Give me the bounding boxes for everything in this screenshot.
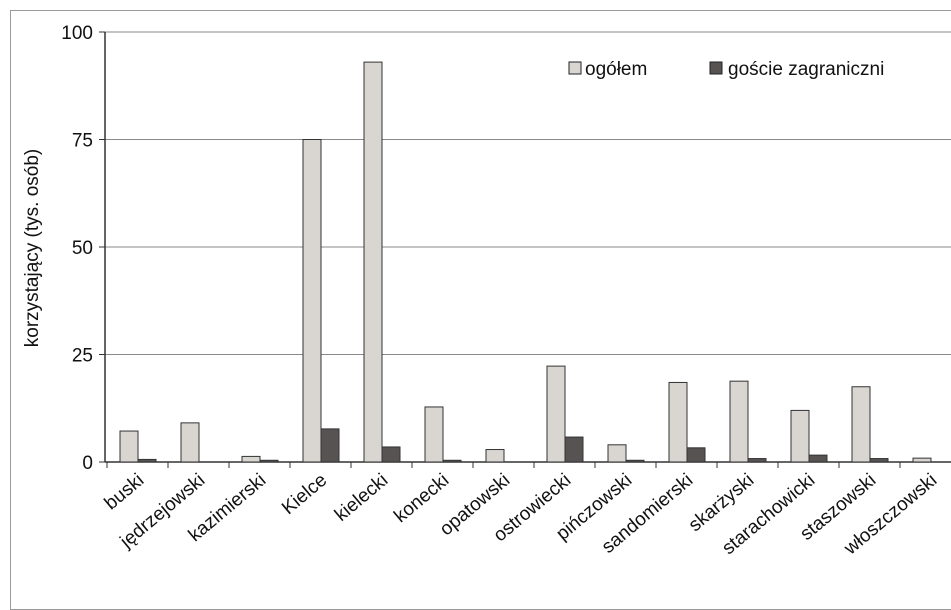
bar-ogolem <box>668 381 688 463</box>
x-tick-label: buski <box>101 470 148 515</box>
bar-goscie <box>381 446 401 463</box>
legend-swatch-goscie <box>709 61 723 75</box>
bar-ogolem <box>790 409 810 463</box>
bar-goscie <box>686 447 706 463</box>
bar-ogolem <box>363 61 383 463</box>
bar-goscie <box>259 459 279 463</box>
y-tick-label: 75 <box>72 131 93 152</box>
bar-ogolem <box>729 380 749 463</box>
y-tick-label: 25 <box>72 346 93 367</box>
bar-goscie <box>137 458 157 463</box>
bar-goscie <box>747 458 767 463</box>
bar-ogolem <box>485 449 505 463</box>
bar-goscie <box>808 454 828 463</box>
bar-ogolem <box>180 422 200 463</box>
y-tick-label: 0 <box>82 453 93 474</box>
bar-goscie <box>564 436 584 463</box>
y-tick-label: 100 <box>61 23 93 44</box>
bars <box>119 61 932 463</box>
legend-swatch-ogolem <box>568 61 582 75</box>
bar-ogolem <box>241 455 261 463</box>
gridlines <box>105 31 951 355</box>
legend: ogółem goście zagraniczni <box>568 59 884 80</box>
bar-ogolem <box>851 386 871 463</box>
x-tick-label: Kielce <box>278 470 331 519</box>
bar-ogolem <box>546 365 566 463</box>
bar-ogolem <box>424 406 444 463</box>
bar-goscie <box>320 428 340 463</box>
legend-label-ogolem: ogółem <box>585 59 647 80</box>
y-axis-label: korzystający (tys. osób) <box>22 149 43 348</box>
y-tick-labels: 0 25 50 75 100 <box>61 23 105 474</box>
bar-goscie <box>442 459 462 463</box>
bar-goscie <box>625 459 645 463</box>
bar-ogolem <box>912 457 932 463</box>
bar-ogolem <box>302 139 322 463</box>
x-tick-label: kielecki <box>331 470 392 526</box>
bar-ogolem <box>119 430 139 463</box>
legend-label-goscie: goście zagraniczni <box>728 59 884 80</box>
bar-ogolem <box>607 444 627 463</box>
bar-goscie <box>869 458 889 463</box>
y-tick-label: 50 <box>72 238 93 259</box>
